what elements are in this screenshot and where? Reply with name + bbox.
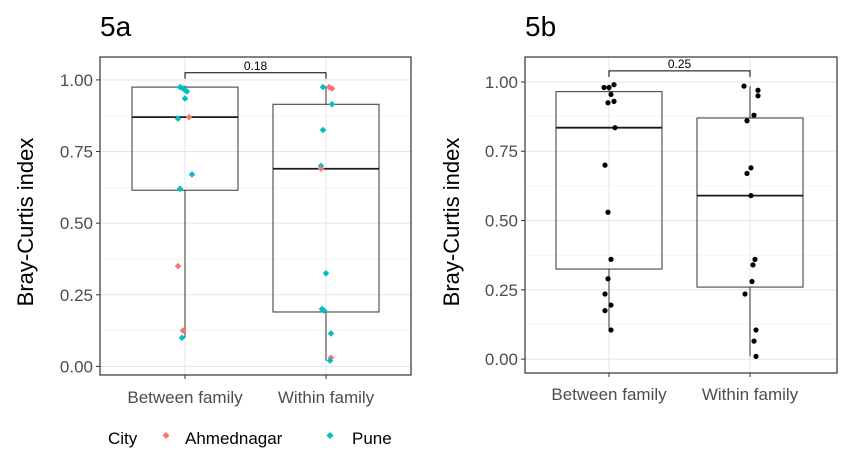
data-point: [601, 84, 607, 91]
x-tick-label: Within family: [702, 385, 799, 404]
data-point: [181, 95, 189, 102]
data-point: [750, 262, 756, 268]
panel-border: [524, 56, 838, 374]
y-tick-label: 0.50: [60, 214, 93, 233]
data-point: [611, 82, 617, 88]
data-point: [755, 87, 761, 93]
y-tick-label: 0.75: [485, 142, 518, 161]
data-point: [744, 170, 750, 177]
data-point: [328, 100, 336, 108]
legend-label: Ahmednagar: [185, 429, 283, 448]
data-point: [602, 291, 608, 297]
data-point: [608, 91, 614, 98]
panel-title: 5b: [525, 11, 556, 42]
data-point: [317, 165, 325, 173]
points: [174, 83, 336, 364]
data-point: [608, 327, 614, 333]
y-tick-label: 0.00: [60, 357, 93, 376]
y-tick-label: 1.00: [60, 71, 93, 90]
x-ticks: Between family Within family: [551, 373, 799, 404]
boxes: [555, 84, 804, 357]
data-point: [183, 88, 191, 95]
y-axis-label: Bray-Curtis index: [13, 138, 38, 307]
data-point: [327, 330, 335, 337]
data-point: [744, 118, 750, 124]
y-axis-label: Bray-Curtis index: [439, 138, 464, 307]
data-point: [605, 209, 611, 215]
data-point: [751, 112, 757, 118]
data-point: [174, 262, 182, 270]
legend: City Ahmednagar Pune: [108, 429, 392, 448]
box: [272, 87, 380, 361]
data-point: [322, 269, 330, 277]
x-ticks: Between family Within family: [127, 375, 375, 407]
p-value-label: 0.25: [668, 57, 692, 71]
data-point: [179, 327, 187, 334]
legend-item-pune: Pune: [326, 429, 392, 448]
data-point: [755, 93, 761, 99]
y-tick-label: 0.75: [60, 143, 93, 162]
comparison-bracket: 0.18: [184, 59, 327, 79]
y-tick-label: 0.25: [60, 286, 93, 305]
data-point: [612, 125, 618, 131]
bracket-line: [184, 72, 327, 79]
legend-key: [162, 432, 170, 439]
grid: [525, 57, 837, 373]
p-value-label: 0.18: [244, 59, 268, 73]
data-point: [319, 126, 327, 134]
y-tick-label: 1.00: [485, 73, 518, 92]
data-point: [753, 353, 759, 359]
box-body: [555, 91, 663, 270]
data-point: [748, 192, 754, 199]
data-point: [178, 334, 186, 342]
data-point: [602, 162, 608, 168]
panel-5b: 5b Bray-Curtis index 0.25 0.000.250.500.…: [439, 11, 838, 404]
data-point: [608, 256, 614, 262]
data-point: [328, 85, 336, 92]
legend-title: City: [108, 429, 138, 448]
data-point: [749, 278, 755, 285]
data-point: [611, 98, 617, 104]
y-tick-label: 0.00: [485, 350, 518, 369]
data-point: [742, 291, 748, 297]
data-point: [326, 357, 334, 364]
data-point: [605, 100, 611, 106]
data-point: [602, 308, 608, 314]
x-tick-label: Within family: [278, 388, 375, 407]
y-tick-label: 0.25: [485, 281, 518, 300]
data-point: [753, 327, 759, 333]
data-point: [741, 83, 747, 89]
data-point: [606, 84, 612, 91]
y-tick-label: 0.50: [485, 212, 518, 231]
data-point: [608, 302, 614, 308]
legend-key: [326, 432, 334, 439]
data-point: [751, 338, 757, 344]
bracket-line: [608, 70, 751, 77]
box-body: [696, 117, 804, 288]
data-point: [319, 83, 327, 91]
points: [601, 82, 761, 359]
data-point: [174, 115, 182, 122]
x-tick-label: Between family: [551, 385, 667, 404]
legend-label: Pune: [352, 429, 392, 448]
data-point: [318, 305, 326, 313]
data-point: [188, 171, 196, 178]
data-point: [320, 307, 328, 314]
data-point: [752, 256, 758, 262]
legend-item-ahmednagar: Ahmednagar: [162, 429, 283, 448]
y-ticks: 0.00 0.25 0.50 0.75 1.00: [60, 71, 100, 376]
box-body: [272, 103, 380, 313]
x-tick-label: Between family: [127, 388, 243, 407]
comparison-bracket: 0.25: [608, 57, 751, 77]
data-point: [185, 113, 193, 121]
data-point: [605, 276, 611, 282]
data-point: [176, 185, 184, 193]
panel-title: 5a: [100, 11, 132, 42]
data-point: [748, 165, 754, 171]
panel-5a: 5a Bray-Curtis index 0.18 0.000.250.500.…: [13, 11, 412, 407]
panel-border: [99, 56, 412, 376]
y-ticks: 0.00 0.25 0.50 0.75 1.00: [485, 73, 525, 369]
